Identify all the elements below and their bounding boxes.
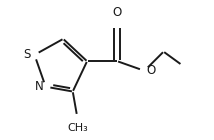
Text: N: N [34, 80, 43, 93]
Text: CH₃: CH₃ [67, 123, 88, 133]
Text: O: O [113, 6, 122, 19]
Text: S: S [23, 48, 31, 61]
Text: O: O [147, 64, 156, 77]
